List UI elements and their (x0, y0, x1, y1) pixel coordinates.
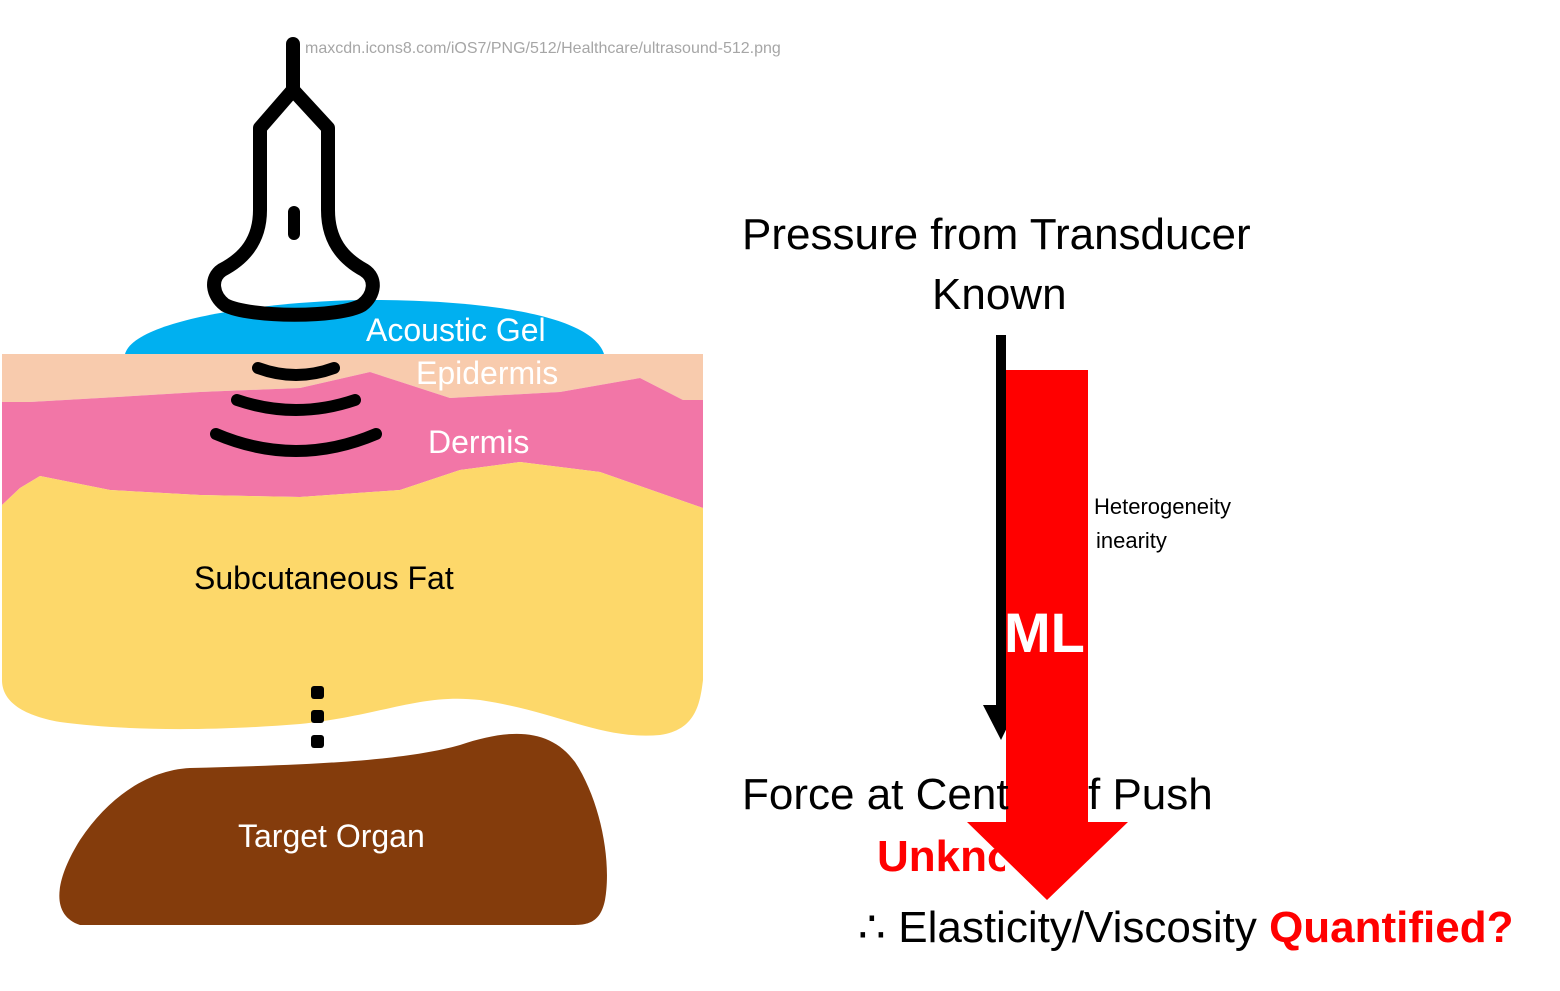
therefore-text: ∴ Elasticity/Viscosity (858, 903, 1270, 952)
factor-heterogeneity: Heterogeneity (1094, 494, 1231, 519)
ellipsis-dots (311, 686, 324, 748)
subcutaneous-fat-layer (2, 462, 703, 736)
ml-label: ML (1004, 601, 1085, 664)
ultrasound-waves (210, 362, 382, 457)
unknown-label: Unkno (877, 832, 1005, 881)
quantified-text: Quantified? (1269, 903, 1514, 952)
force-label: Force at Cent (742, 770, 1009, 819)
epidermis-layer (2, 354, 703, 402)
ultrasound-probe-icon (207, 37, 380, 322)
ml-red-arrow (967, 370, 1128, 900)
target-organ-shape (59, 733, 607, 925)
pressure-line-2: Known (932, 270, 1067, 319)
target-organ-label: Target Organ (238, 818, 425, 854)
conclusion-line: ∴ Elasticity/Viscosity Quantified? (858, 902, 1514, 953)
factor-linearity: inearity (1096, 528, 1167, 553)
pressure-line-1: Pressure from Transducer (742, 210, 1251, 259)
subcutaneous-fat-label: Subcutaneous Fat (194, 560, 454, 596)
dermis-label: Dermis (428, 424, 530, 460)
force-label-tail: f Push (1088, 770, 1213, 819)
acoustic-gel-label: Acoustic Gel (366, 312, 546, 348)
image-credit-url: maxcdn.icons8.com/iOS7/PNG/512/Healthcar… (305, 40, 781, 57)
epidermis-label: Epidermis (416, 355, 559, 391)
